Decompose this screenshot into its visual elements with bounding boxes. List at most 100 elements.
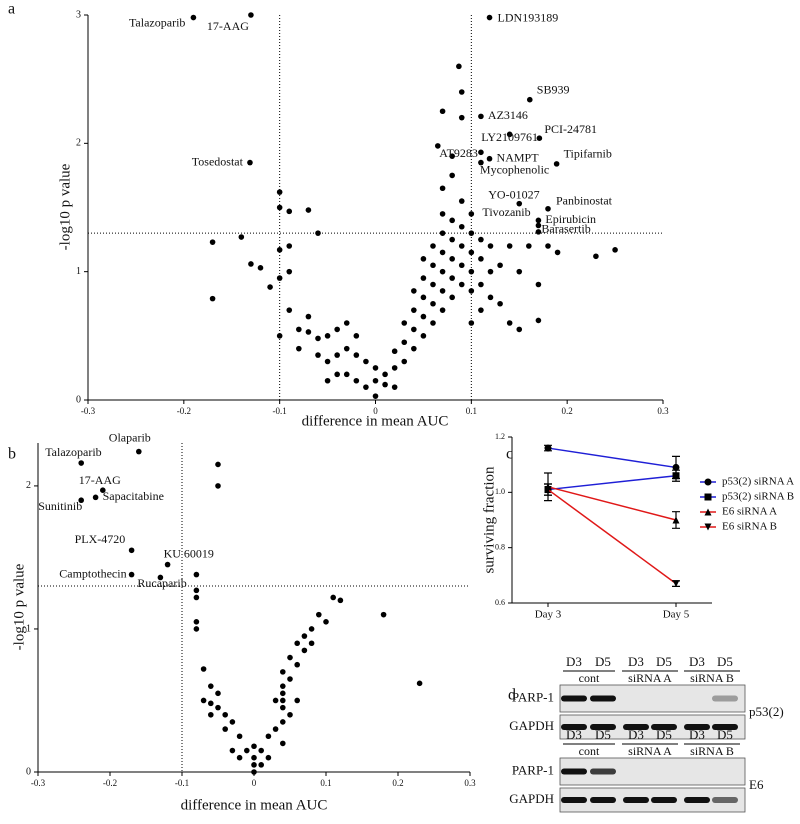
lane-label: D3: [566, 654, 582, 669]
point: [506, 320, 513, 326]
point: [215, 461, 221, 468]
band: [590, 797, 616, 803]
y-tick-label: 1: [76, 266, 81, 277]
band: [684, 724, 710, 730]
point: [468, 268, 475, 275]
point: [353, 352, 360, 358]
point: [315, 230, 321, 236]
point: [382, 381, 388, 388]
point: [430, 262, 436, 269]
point: [391, 384, 398, 390]
row-label: GAPDH: [509, 791, 554, 806]
labeled-point: [478, 113, 484, 120]
point: [272, 697, 279, 704]
point: [449, 217, 455, 224]
point: [294, 640, 301, 647]
point: [316, 611, 322, 618]
point: [449, 294, 455, 301]
x-tick-label: Day 5: [663, 609, 690, 621]
point-label: Panbinostat: [556, 194, 613, 208]
point-label: Tosedostat: [192, 154, 244, 168]
point-label: Tipifarnib: [564, 147, 612, 161]
lane-label: D5: [595, 654, 611, 669]
point: [430, 243, 436, 249]
panel-label: a: [8, 1, 15, 18]
point-label: 17-AAG: [79, 473, 121, 487]
band: [590, 724, 616, 730]
point: [411, 288, 417, 294]
point: [276, 275, 283, 281]
point: [308, 626, 315, 632]
marker: [544, 486, 552, 494]
legend-label: p53(2) siRNA A: [722, 476, 794, 488]
point: [363, 358, 369, 365]
point-label: YO-01027: [488, 187, 539, 201]
point: [468, 230, 475, 236]
y-axis-label: surviving fraction: [481, 466, 497, 574]
point: [280, 690, 286, 697]
panel-label: d: [508, 687, 516, 704]
labeled-point: [92, 494, 99, 501]
point: [215, 690, 221, 697]
point: [420, 294, 427, 301]
x-axis-label: difference in mean AUC: [181, 797, 328, 813]
band: [561, 768, 587, 775]
point: [343, 345, 350, 352]
point: [353, 333, 360, 339]
x-tick-label: 0: [252, 778, 257, 788]
labeled-point: [190, 14, 197, 21]
point-label: Epirubicin: [545, 212, 596, 226]
legend-marker: [704, 493, 712, 501]
point: [458, 281, 465, 288]
legend-marker: [704, 523, 712, 531]
point: [456, 63, 462, 70]
labeled-point: [78, 460, 84, 466]
point-label: Camptothecin: [59, 566, 126, 580]
point: [411, 307, 417, 313]
series-line: [547, 486, 677, 521]
point: [222, 726, 228, 732]
point: [229, 719, 236, 725]
point: [209, 295, 216, 302]
point: [208, 700, 214, 707]
labeled-point: [516, 200, 523, 207]
labeled-point: [247, 159, 253, 166]
point: [193, 619, 200, 625]
point: [458, 223, 465, 230]
point: [251, 754, 257, 761]
point: [267, 284, 273, 290]
point: [238, 234, 245, 240]
lane-label: D3: [566, 727, 582, 742]
legend-label: p53(2) siRNA B: [722, 491, 794, 503]
point: [420, 333, 427, 339]
point: [323, 619, 329, 625]
point: [487, 294, 494, 301]
point: [330, 594, 337, 601]
point: [391, 348, 398, 355]
band: [651, 797, 677, 803]
point: [449, 275, 455, 281]
group-label: siRNA A: [628, 744, 672, 758]
point: [251, 769, 257, 775]
point: [372, 377, 379, 384]
band: [590, 768, 616, 775]
point: [276, 333, 283, 339]
y-tick-label: 3: [76, 9, 81, 20]
point: [286, 268, 293, 275]
point: [343, 371, 350, 378]
point: [380, 611, 387, 618]
point-label: Sapacitabine: [103, 489, 164, 503]
marker: [672, 463, 680, 471]
y-tick-label: 1.2: [495, 432, 505, 441]
y-tick-label: 2: [76, 138, 81, 149]
point-label: AZ3146: [488, 108, 528, 122]
point: [324, 358, 331, 365]
group-label: siRNA B: [690, 744, 734, 758]
point: [337, 597, 344, 604]
point: [287, 711, 293, 718]
point-label: Rucaparib: [137, 576, 186, 590]
point: [372, 393, 379, 399]
band: [561, 695, 587, 702]
point: [526, 243, 532, 249]
